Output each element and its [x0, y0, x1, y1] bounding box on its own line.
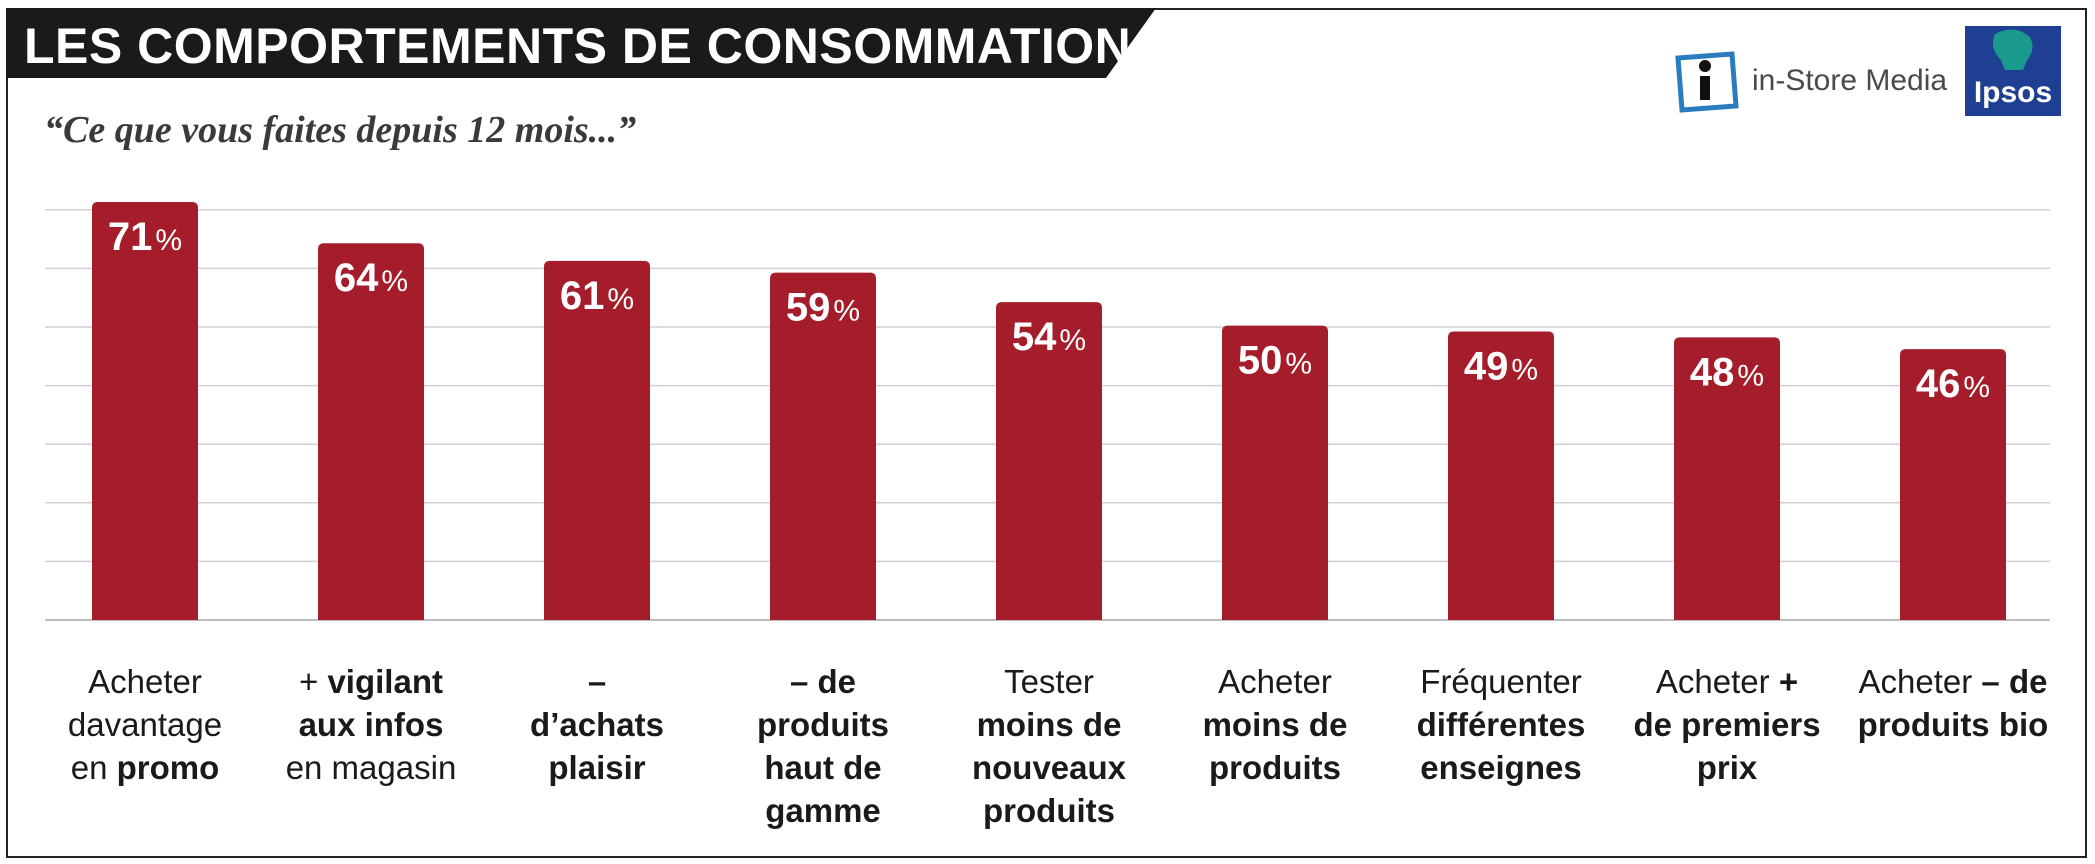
category-label: – de produits haut de gamme [757, 663, 889, 829]
bars [92, 202, 2006, 620]
bar-value-label: 48% [1690, 350, 1764, 394]
title-banner-shape [6, 8, 1156, 78]
category-label: Acheter davantage en promo [67, 663, 223, 786]
category-label: Acheter – de produits bio [1857, 663, 2049, 743]
bar-value-labels: 71 % 64% 61% 59 % 54% 50% 49% 48% 46% [108, 215, 1990, 406]
info-i-icon [1675, 51, 1739, 113]
ipsos-head-icon [1965, 26, 2061, 116]
ipsos-logo: Ipsos [1965, 26, 2061, 116]
bar-value-label: 50% [1238, 339, 1312, 383]
category-label: – d’achats plaisir [530, 663, 664, 786]
bar-value-label: 64% [334, 256, 408, 300]
bar [92, 202, 198, 620]
bar [1900, 349, 2006, 620]
bar-value-label: 71% [108, 215, 182, 259]
bar-value-label: 59% [786, 286, 860, 330]
bar [1222, 325, 1328, 620]
bar [1448, 331, 1554, 620]
instore-media-label: in-Store Media [1752, 64, 1948, 97]
bar [1674, 337, 1780, 620]
category-label: + vigilant aux infos en magasin [285, 663, 457, 786]
bar-value-label: 61% [560, 274, 634, 318]
bar-value-label: 54% [1012, 315, 1086, 359]
chart-subtitle: “Ce que vous faites depuis 12 mois...” [44, 109, 637, 151]
bar [770, 272, 876, 620]
title-banner: LES COMPORTEMENTS DE CONSOMMATION [6, 8, 1156, 78]
page-title: LES COMPORTEMENTS DE CONSOMMATION [24, 18, 1132, 74]
category-label: Fréquenter différentes enseignes [1416, 663, 1586, 786]
bar [544, 260, 650, 620]
ipsos-label: Ipsos [1973, 76, 2053, 109]
category-label: Tester moins de nouveaux produits [971, 663, 1127, 829]
bar [996, 302, 1102, 620]
bar-value-label: 46% [1916, 362, 1990, 406]
category-label: Acheter moins de produits [1202, 663, 1348, 786]
instore-media-logo: in-Store Media [1672, 50, 1947, 114]
bar [318, 243, 424, 620]
bar-value-label: 49% [1464, 345, 1538, 389]
category-label: Acheter + de premiers prix [1633, 663, 1821, 786]
